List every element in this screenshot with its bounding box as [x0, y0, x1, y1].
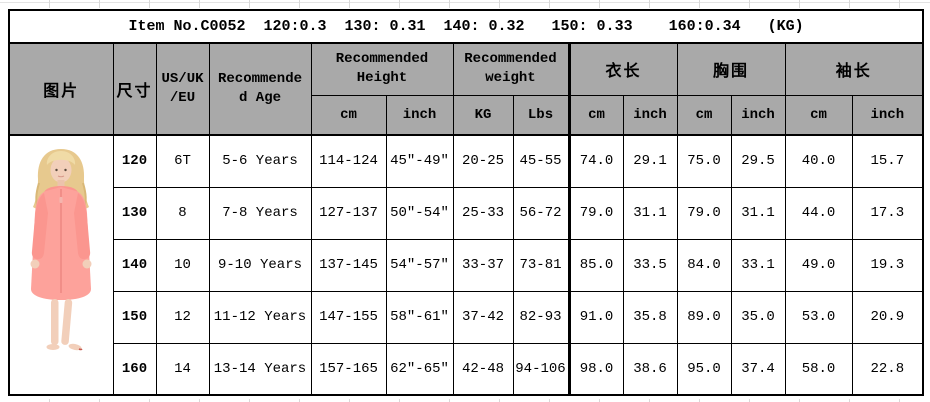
cell-height-inch: 45″-49″: [385, 134, 454, 188]
cell-chest-cm: 79.0: [676, 186, 732, 240]
size-chart-table: Item No.C0052 120:0.3 130: 0.31 140: 0.3…: [8, 9, 925, 396]
cell-us-uk-eu: 12: [155, 290, 210, 344]
cell-weight-lbs: 73-81: [512, 238, 570, 292]
cell-sleeve-inch: 17.3: [851, 186, 924, 240]
cell-size: 150: [112, 290, 157, 344]
table-row-160: 160 14 13-14 Years 157-165 62″-65″ 42-48…: [9, 342, 924, 396]
cell-age: 7-8 Years: [208, 186, 312, 240]
cell-weight-kg: 42-48: [452, 342, 514, 396]
cell-weight-kg: 33-37: [452, 238, 514, 292]
cell-age: 13-14 Years: [208, 342, 312, 396]
cell-length-inch: 38.6: [622, 342, 678, 396]
header-sleeve: 袖长: [784, 42, 924, 96]
cell-weight-lbs: 82-93: [512, 290, 570, 344]
table-row-150: 150 12 11-12 Years 147-155 58″-61″ 37-42…: [9, 290, 924, 344]
cell-sleeve-cm: 40.0: [784, 134, 853, 188]
cell-length-cm: 85.0: [567, 238, 624, 292]
cell-chest-cm: 75.0: [676, 134, 732, 188]
cell-height-inch: 58″-61″: [385, 290, 454, 344]
cell-weight-lbs: 45-55: [512, 134, 570, 188]
table-row-140: 140 10 9-10 Years 137-145 54″-57″ 33-37 …: [9, 238, 924, 292]
table-row-120: 120 6T 5-6 Years 114-124 45″-49″ 20-25 4…: [8, 134, 924, 396]
header-chest-inch: inch: [730, 94, 786, 136]
header-height-cm: cm: [310, 94, 387, 136]
cell-height-inch: 62″-65″: [385, 342, 454, 396]
header-unit-row: cm inch KG Lbs cm inch cm inch cm inch: [9, 94, 924, 136]
cell-size: 160: [112, 342, 157, 396]
header-recommended-age: Recommende d Age: [208, 42, 312, 136]
header-size: 尺寸: [112, 42, 157, 136]
header-image: 图片: [8, 42, 114, 136]
cell-chest-inch: 37.4: [730, 342, 786, 396]
cell-length-cm: 74.0: [567, 134, 624, 188]
header-recommended-height: Recommended Height: [310, 42, 454, 96]
header-us-uk-eu: US/UK /EU: [155, 42, 210, 136]
cell-height-inch: 54″-57″: [385, 238, 454, 292]
header-sleeve-inch: inch: [851, 94, 924, 136]
header-chest: 胸围: [676, 42, 786, 96]
spreadsheet-ticks-top: [0, 0, 930, 8]
cell-us-uk-eu: 6T: [155, 134, 210, 188]
item-number-banner: Item No.C0052 120:0.3 130: 0.31 140: 0.3…: [8, 9, 924, 44]
item-number-text: Item No.C0052 120:0.3 130: 0.31 140: 0.3…: [128, 18, 804, 35]
header-length-inch: inch: [622, 94, 678, 136]
cell-sleeve-cm: 58.0: [784, 342, 853, 396]
cell-sleeve-inch: 22.8: [851, 342, 924, 396]
cell-size: 140: [112, 238, 157, 292]
cell-length-cm: 91.0: [567, 290, 624, 344]
cell-length-inch: 31.1: [622, 186, 678, 240]
header-group-row: 图片 尺寸 US/UK /EU Recommende d Age Recomme…: [8, 42, 924, 136]
cell-chest-inch: 33.1: [730, 238, 786, 292]
cell-length-inch: 33.5: [622, 238, 678, 292]
cell-age: 5-6 Years: [208, 134, 312, 188]
header-length-cm: cm: [567, 94, 624, 136]
header-weight-lbs: Lbs: [512, 94, 570, 136]
cell-weight-lbs: 94-106: [512, 342, 570, 396]
product-photo-cell: [8, 134, 114, 396]
cell-length-cm: 98.0: [567, 342, 624, 396]
header-recommended-weight: Recommended weight: [452, 42, 570, 96]
header-garment-length: 衣长: [567, 42, 678, 96]
cell-height-cm: 114-124: [310, 134, 387, 188]
cell-chest-inch: 31.1: [730, 186, 786, 240]
cell-chest-inch: 29.5: [730, 134, 786, 188]
cell-height-inch: 50″-54″: [385, 186, 454, 240]
cell-height-cm: 127-137: [310, 186, 387, 240]
cell-age: 9-10 Years: [208, 238, 312, 292]
cell-chest-cm: 89.0: [676, 290, 732, 344]
cell-length-inch: 29.1: [622, 134, 678, 188]
spreadsheet-ticks-bottom: [0, 399, 930, 402]
cell-sleeve-inch: 15.7: [851, 134, 924, 188]
header-chest-cm: cm: [676, 94, 732, 136]
cell-weight-kg: 37-42: [452, 290, 514, 344]
table-row-130: 130 8 7-8 Years 127-137 50″-54″ 25-33 56…: [9, 186, 924, 240]
cell-size: 120: [112, 134, 157, 188]
cell-weight-lbs: 56-72: [512, 186, 570, 240]
cell-sleeve-cm: 49.0: [784, 238, 853, 292]
header-weight-kg: KG: [452, 94, 514, 136]
cell-age: 11-12 Years: [208, 290, 312, 344]
item-number-banner-row: Item No.C0052 120:0.3 130: 0.31 140: 0.3…: [8, 9, 924, 44]
cell-sleeve-cm: 44.0: [784, 186, 853, 240]
girl-in-pink-robe-image: [30, 149, 92, 351]
cell-us-uk-eu: 8: [155, 186, 210, 240]
cell-sleeve-inch: 19.3: [851, 238, 924, 292]
cell-sleeve-inch: 20.9: [851, 290, 924, 344]
cell-weight-kg: 20-25: [452, 134, 514, 188]
cell-height-cm: 147-155: [310, 290, 387, 344]
cell-chest-inch: 35.0: [730, 290, 786, 344]
cell-us-uk-eu: 10: [155, 238, 210, 292]
cell-us-uk-eu: 14: [155, 342, 210, 396]
cell-height-cm: 137-145: [310, 238, 387, 292]
cell-chest-cm: 95.0: [676, 342, 732, 396]
header-sleeve-cm: cm: [784, 94, 853, 136]
cell-length-cm: 79.0: [567, 186, 624, 240]
cell-weight-kg: 25-33: [452, 186, 514, 240]
cell-sleeve-cm: 53.0: [784, 290, 853, 344]
cell-chest-cm: 84.0: [676, 238, 732, 292]
cell-height-cm: 157-165: [310, 342, 387, 396]
cell-size: 130: [112, 186, 157, 240]
header-height-inch: inch: [385, 94, 454, 136]
cell-length-inch: 35.8: [622, 290, 678, 344]
